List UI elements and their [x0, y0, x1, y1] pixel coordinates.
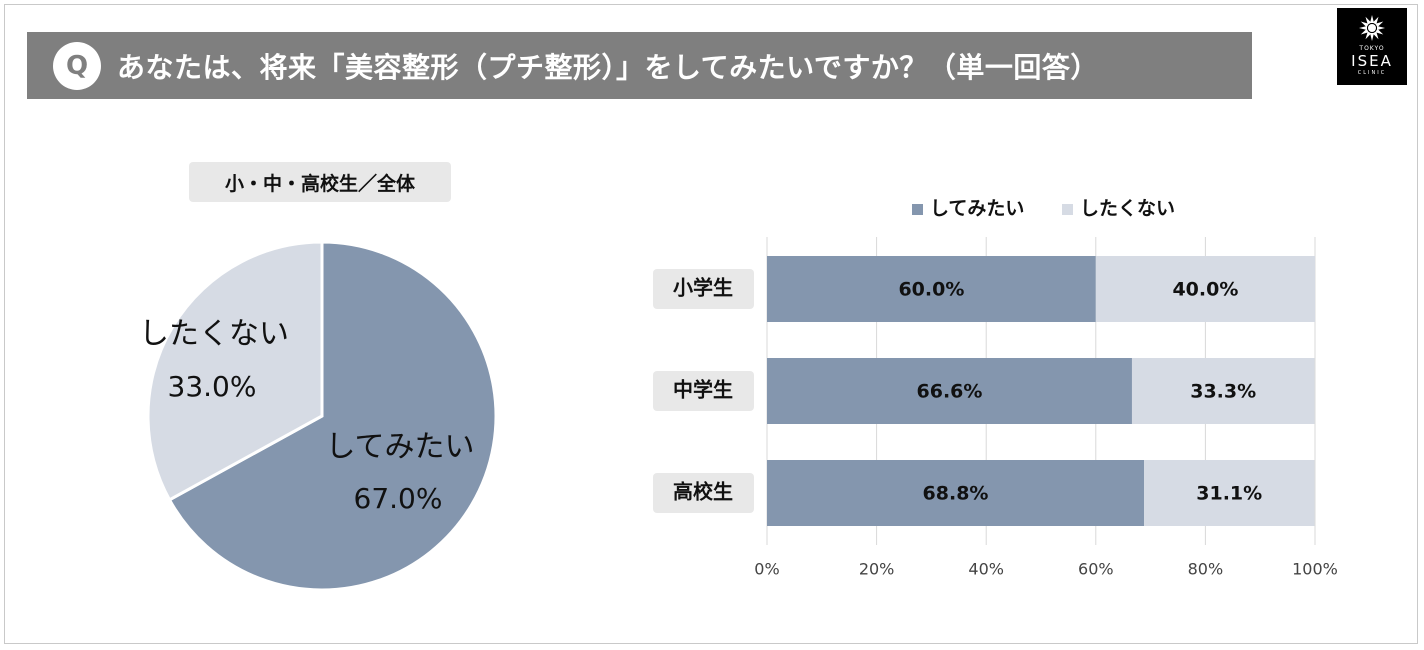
pie-label: してみたい [325, 430, 474, 465]
pie-title: 小・中・高校生／全体 [189, 162, 451, 202]
legend-label: してみたい [930, 198, 1024, 220]
legend-swatch [912, 204, 923, 215]
bar-segment [1095, 256, 1315, 322]
bar-value-label: 66.6% [917, 381, 983, 403]
category-label-box [653, 269, 754, 309]
bar-segment [767, 460, 1145, 526]
question-title: あなたは、将来「美容整形（プチ整形）」をしてみたいですか？（単一回答） [117, 50, 1099, 84]
bar-value-label: 60.0% [898, 279, 964, 301]
pie-slice [146, 240, 324, 502]
legend-label: したくない [1080, 198, 1175, 220]
logo-tokyo-text: TOKYO [1359, 45, 1385, 52]
bar-value-label: 31.1% [1196, 483, 1262, 505]
bar-segment [767, 358, 1132, 424]
category-label-box [653, 371, 754, 411]
pie-value-label: 67.0% [354, 482, 443, 515]
category-label-box [653, 473, 754, 513]
question-badge: Q [53, 41, 101, 90]
chart-frame [4, 4, 1418, 644]
category-label: 中学生 [673, 378, 733, 402]
x-tick-label: 80% [1188, 560, 1224, 579]
question-header: Q あなたは、将来「美容整形（プチ整形）」をしてみたいですか？（単一回答） [27, 32, 1252, 99]
legend-swatch [1062, 204, 1073, 215]
logo-name-text: ISEA [1351, 52, 1393, 70]
category-label: 小学生 [673, 276, 733, 300]
pie-chart: してみたい 67.0% したくない 33.0% [139, 240, 498, 592]
category-label: 高校生 [673, 480, 733, 504]
pie-label: したくない [139, 317, 289, 352]
bar-segment [1131, 358, 1315, 424]
logo-clinic-text: CLINIC [1357, 70, 1387, 76]
clinic-logo: TOKYO ISEA CLINIC [1337, 8, 1407, 85]
pie-value-label: 33.0% [168, 370, 257, 403]
bar-value-label: 33.3% [1190, 381, 1256, 403]
pie-slice [167, 240, 498, 592]
bar-segment [1144, 460, 1315, 526]
flower-logo-icon [1359, 15, 1385, 41]
x-tick-label: 40% [968, 560, 1004, 579]
bar-segment [767, 256, 1096, 322]
x-tick-label: 0% [754, 560, 779, 579]
bar-value-label: 68.8% [923, 483, 989, 505]
bar-value-label: 40.0% [1172, 279, 1238, 301]
x-tick-label: 20% [859, 560, 895, 579]
x-tick-label: 60% [1078, 560, 1114, 579]
x-tick-label: 100% [1292, 560, 1338, 579]
